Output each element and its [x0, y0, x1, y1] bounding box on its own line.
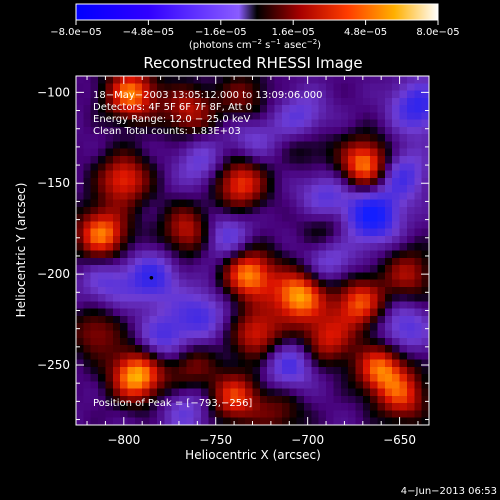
chart-title: Reconstructed RHESSI Image: [143, 54, 362, 72]
colorbar-unit-label: (photons cm−2 s−1 asec−2): [189, 38, 321, 51]
peak-position-label: Position of Peak = [−793,−256]: [93, 398, 252, 409]
colorbar-tick-label: 1.6e−05: [272, 27, 315, 38]
x-tick-label: −800: [107, 433, 140, 447]
colorbar-tick-label: 8.0e−05: [416, 27, 459, 38]
y-axis-label: Heliocentric Y (arcsec): [14, 183, 28, 318]
annotation-counts: Clean Total counts: 1.83E+03: [93, 126, 241, 137]
footer-date: 4−Jun−2013 06:53: [401, 486, 497, 497]
y-tick-label: −100: [37, 85, 70, 99]
y-tick-label: −250: [37, 358, 70, 372]
y-tick-label: −150: [37, 176, 70, 190]
annotation-time: 18−May−2003 13:05:12.000 to 13:09:06.000: [93, 90, 323, 101]
x-axis-label: Heliocentric X (arcsec): [185, 448, 321, 462]
colorbar-tick-label: −8.0e−05: [50, 27, 102, 38]
colorbar-ticks: −8.0e−05 −4.8e−05 −1.6e−05 1.6e−05 4.8e−05 8.…: [50, 20, 460, 38]
x-tick-label: −750: [199, 433, 232, 447]
annotation-block: 18−May−2003 13:05:12.000 to 13:09:06.000…: [93, 90, 323, 137]
annotation-detectors: Detectors: 4F 5F 6F 7F 8F, Att 0: [93, 102, 252, 113]
x-tick-label: −650: [383, 433, 416, 447]
y-tick-label: −200: [37, 267, 70, 281]
heatmap-image: [76, 76, 429, 425]
axes-ticks: −800 −750 −700 −650 −250 −200 −150 −100: [37, 76, 429, 447]
colorbar-tick-label: −1.6e−05: [195, 27, 247, 38]
colorbar-tick-label: 4.8e−05: [344, 27, 387, 38]
x-tick-label: −700: [291, 433, 324, 447]
colorbar-tick-label: −4.8e−05: [123, 27, 175, 38]
colorbar: [75, 3, 439, 21]
annotation-energy: Energy Range: 12.0 − 25.0 keV: [93, 114, 250, 125]
peak-marker: [149, 275, 154, 280]
